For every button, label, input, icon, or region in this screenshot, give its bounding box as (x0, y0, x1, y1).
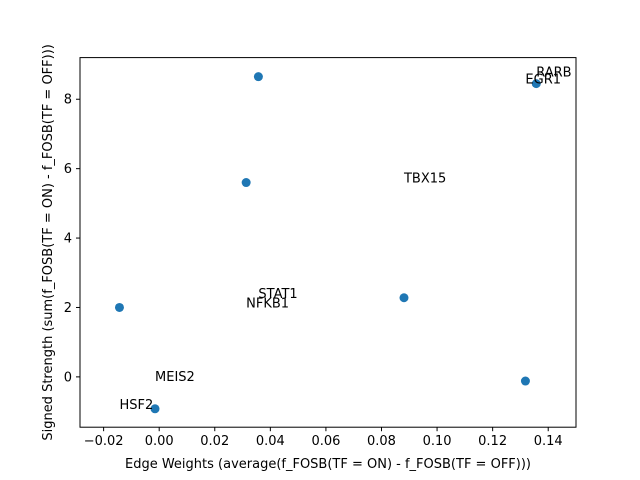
point-label: MEIS2 (155, 370, 195, 385)
data-point (241, 178, 251, 188)
x-tick-label: 0.10 (423, 434, 452, 449)
y-tick-label: 8 (64, 93, 72, 108)
x-tick-label: 0.12 (478, 434, 507, 449)
y-axis-ticks: 0 2 4 6 8 (64, 93, 80, 385)
data-point (531, 79, 541, 89)
point-label: HSF2 (119, 398, 153, 413)
plot-frame (79, 57, 577, 428)
y-tick-label: 6 (64, 162, 72, 177)
point-label: RARB (536, 66, 571, 81)
point-label: TBX15 (403, 172, 446, 187)
x-tick-label: 0.04 (256, 434, 285, 449)
y-axis-label: Signed Strength (sum(f_FOSB(TF = ON) - f… (41, 44, 56, 441)
point-label: STAT1 (258, 287, 297, 302)
point-label: NFKB1 (246, 296, 289, 311)
x-tick-label: 0.02 (200, 434, 229, 449)
x-tick-label: 0.00 (145, 434, 174, 449)
data-point (150, 404, 160, 414)
y-tick-label: 0 (64, 370, 72, 385)
data-point (114, 302, 124, 312)
data-point (520, 376, 530, 386)
x-tick-label: 0.08 (367, 434, 396, 449)
y-tick-label: 2 (64, 301, 72, 316)
data-point (399, 293, 409, 303)
x-tick-label: 0.14 (534, 434, 563, 449)
x-axis-ticks: −0.02 0.00 0.02 0.04 0.06 0.08 0.10 0.12 0.14 (84, 427, 563, 449)
x-axis-label: Edge Weights (average(f_FOSB(TF = ON) - … (125, 457, 531, 472)
data-point (253, 72, 263, 82)
y-tick-label: 4 (64, 232, 72, 247)
point-label: EGR1 (525, 73, 561, 88)
x-tick-label: 0.06 (311, 434, 340, 449)
x-tick-label: −0.02 (84, 434, 124, 449)
